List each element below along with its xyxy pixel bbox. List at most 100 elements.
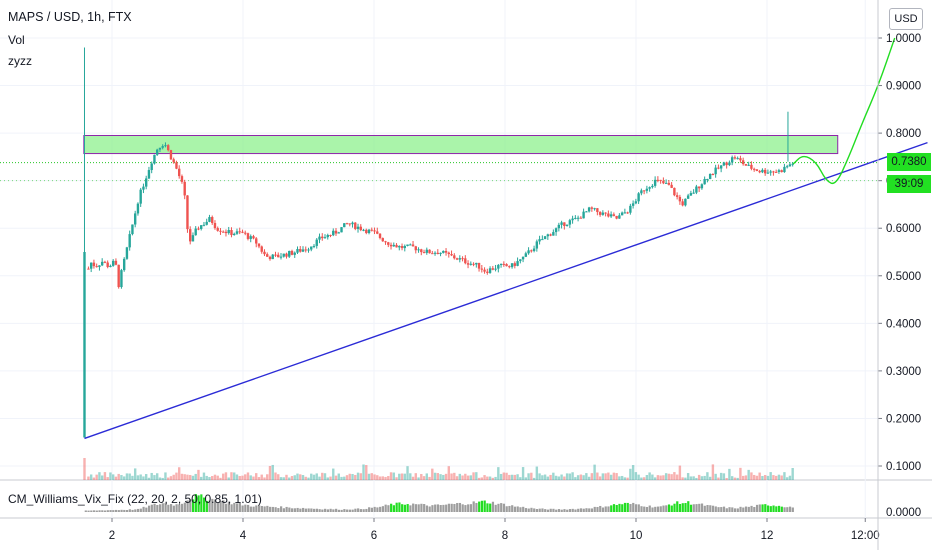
candle-body <box>169 150 173 160</box>
vix-bar <box>401 504 404 512</box>
vix-bar <box>208 500 211 512</box>
vix-bar <box>178 504 181 512</box>
candle-body <box>532 248 536 252</box>
volume-bar <box>144 474 148 480</box>
volume-bar <box>601 473 605 480</box>
volume-bar <box>612 472 616 480</box>
candle-body <box>389 244 393 247</box>
vix-bar <box>128 509 131 512</box>
vix-bar <box>467 504 470 512</box>
vix-bar <box>610 505 613 512</box>
vix-bar <box>233 502 236 512</box>
vix-bar <box>222 500 225 512</box>
y-tick-label: 0.6000 <box>886 223 921 235</box>
volume-bar <box>453 472 456 480</box>
candle-body <box>675 195 679 197</box>
volume-bar <box>370 473 373 480</box>
volume-bar <box>450 473 453 480</box>
spike-body <box>83 252 86 438</box>
volume-bar <box>133 468 137 480</box>
vix-bar <box>524 508 528 512</box>
candle-body <box>155 149 159 155</box>
vix-bar <box>277 508 280 512</box>
candle-body <box>403 245 406 249</box>
vix-bar <box>120 509 123 512</box>
candle-body <box>439 252 442 255</box>
vix-bar <box>282 508 285 512</box>
volume-bar <box>238 475 241 480</box>
vix-bar <box>98 510 101 512</box>
volume-bar <box>288 477 291 480</box>
candle-body <box>208 217 211 222</box>
vix-bar <box>186 500 189 512</box>
vix-bar <box>321 509 324 512</box>
candle-body <box>524 253 528 257</box>
candle-body <box>235 231 239 234</box>
vix-bar <box>260 506 263 512</box>
candle-body <box>769 171 772 173</box>
candle-body <box>480 268 484 270</box>
countdown-tag: 39:09 <box>887 175 931 193</box>
volume-bar <box>348 473 351 480</box>
candle-body <box>233 233 236 236</box>
candle-body <box>730 157 734 163</box>
candle-body <box>189 229 192 242</box>
vix-bar <box>475 502 478 512</box>
volume-bar <box>637 474 640 480</box>
vix-bar <box>456 503 459 512</box>
volume-bar <box>155 473 159 480</box>
volume-bar <box>486 476 489 480</box>
candle-body <box>431 253 434 255</box>
candle-body <box>543 236 547 240</box>
candle-body <box>345 223 349 225</box>
candle-body <box>244 232 247 234</box>
volume-bar <box>230 472 233 480</box>
vix-bar <box>263 506 266 512</box>
volume-bar <box>428 476 431 480</box>
currency-button[interactable]: USD <box>889 8 923 30</box>
candle-body <box>161 146 164 148</box>
vix-bar <box>604 506 607 512</box>
volume-bar <box>301 475 305 480</box>
candle-body <box>697 186 701 189</box>
volume-bar <box>554 475 558 480</box>
candle-body <box>282 253 285 257</box>
volume-bar <box>673 472 676 480</box>
candle-body <box>111 260 115 266</box>
vix-bar <box>238 502 241 512</box>
vix-bar <box>593 506 596 512</box>
candle-body <box>574 217 577 219</box>
volume-bar <box>384 476 387 480</box>
vix-bar <box>483 500 486 512</box>
volume-bar <box>376 475 379 480</box>
vix-bar <box>511 505 514 512</box>
candle-body <box>351 222 354 225</box>
volume-bar <box>139 474 142 480</box>
candle-body <box>400 246 404 249</box>
candle-body <box>560 222 563 225</box>
vix-bar <box>469 504 473 512</box>
vix-bar <box>458 502 462 512</box>
candle-body <box>444 250 448 253</box>
candle-body <box>761 169 764 173</box>
vix-bar <box>557 509 561 512</box>
vix-bar <box>101 510 104 512</box>
candle-body <box>337 232 340 234</box>
indicator-label: CM_Williams_Vix_Fix (22, 20, 2, 50, 0.85… <box>8 492 262 506</box>
candle-body <box>307 249 310 251</box>
volume-bar <box>296 473 299 480</box>
candle-body <box>571 218 574 221</box>
axis-layer: 1.00000.90000.80000.70000.60000.50000.40… <box>109 0 921 550</box>
volume-bar <box>574 477 577 480</box>
vix-bar <box>654 506 657 512</box>
volume-bar <box>257 477 261 480</box>
vix-bar <box>302 507 305 512</box>
vix-bar <box>535 508 539 512</box>
vix-bar <box>255 505 258 512</box>
vix-bar <box>280 506 283 512</box>
candle-body <box>626 212 629 214</box>
vix-bar <box>403 504 407 512</box>
y-tick-label: 1.0000 <box>886 33 921 45</box>
y-tick-label: 0.9000 <box>886 81 921 93</box>
